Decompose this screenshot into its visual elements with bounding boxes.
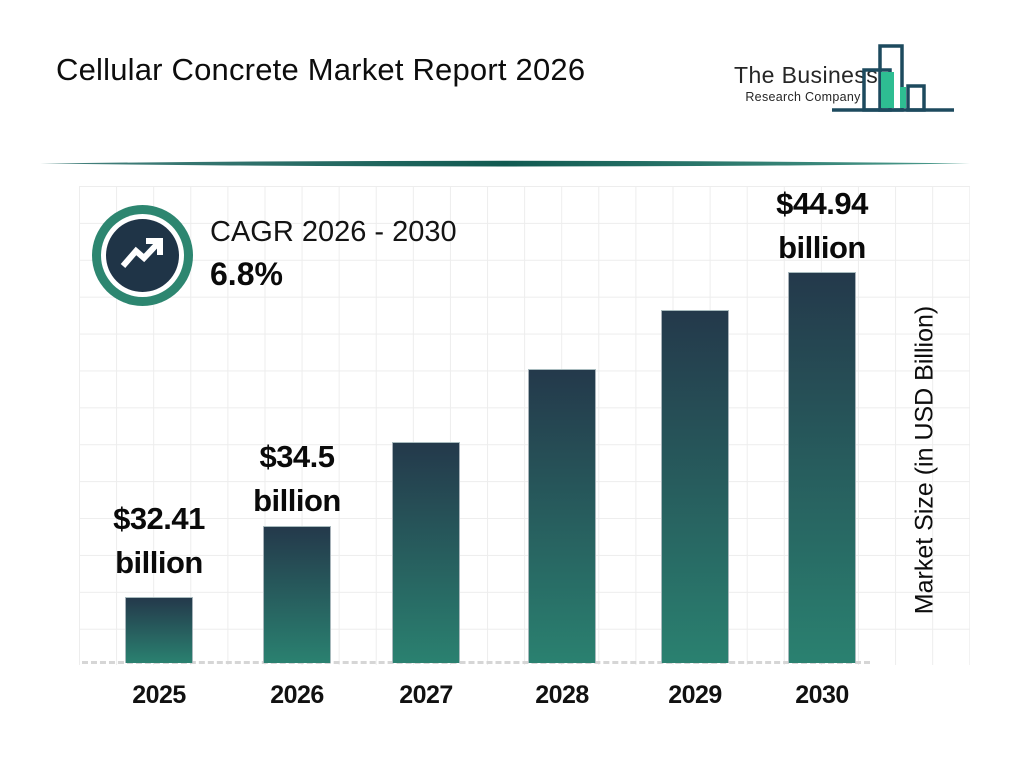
logo-company-name: The Business xyxy=(734,62,879,88)
cagr-period-label: CAGR 2026 - 2030 xyxy=(210,216,457,248)
x-axis-label-2030: 2030 xyxy=(795,681,849,709)
value-label-line: billion xyxy=(115,545,203,580)
cagr-value: 6.8% xyxy=(210,256,283,292)
logo-company-subname: Research Company xyxy=(745,90,861,104)
logo-bar-chart-icon xyxy=(832,44,954,112)
badge-circle xyxy=(106,219,179,292)
bar-2028 xyxy=(528,369,596,663)
cagr-badge xyxy=(92,205,193,306)
bar-2025 xyxy=(125,597,193,663)
value-label-2025: $32.41 billion xyxy=(59,497,259,585)
value-label-line: billion xyxy=(778,230,866,265)
logo-text: The Business Research Company xyxy=(734,62,879,104)
company-logo: The Business Research Company xyxy=(728,40,968,124)
bar-2027 xyxy=(392,442,460,663)
value-label-2030: $44.94 billion xyxy=(722,182,922,270)
value-label-line: $44.94 xyxy=(776,186,868,221)
x-axis-label-2028: 2028 xyxy=(535,681,589,709)
value-label-2026: $34.5 billion xyxy=(197,435,397,523)
y-axis-title: Market Size (in USD Billion) xyxy=(910,305,939,615)
bar-2029 xyxy=(661,310,729,663)
x-axis-label-2026: 2026 xyxy=(270,681,324,709)
x-axis-label-2029: 2029 xyxy=(668,681,722,709)
bar-2026 xyxy=(263,526,331,663)
x-axis-label-2027: 2027 xyxy=(399,681,453,709)
x-axis-label-2025: 2025 xyxy=(132,681,186,709)
bar-2030 xyxy=(788,272,856,663)
chart-baseline-dashed xyxy=(82,661,870,664)
value-label-line: $34.5 xyxy=(259,439,335,474)
divider-line xyxy=(40,160,970,167)
trending-up-icon xyxy=(120,237,163,268)
value-label-line: billion xyxy=(253,483,341,518)
value-label-line: $32.41 xyxy=(113,501,205,536)
page-title: Cellular Concrete Market Report 2026 xyxy=(56,52,586,87)
